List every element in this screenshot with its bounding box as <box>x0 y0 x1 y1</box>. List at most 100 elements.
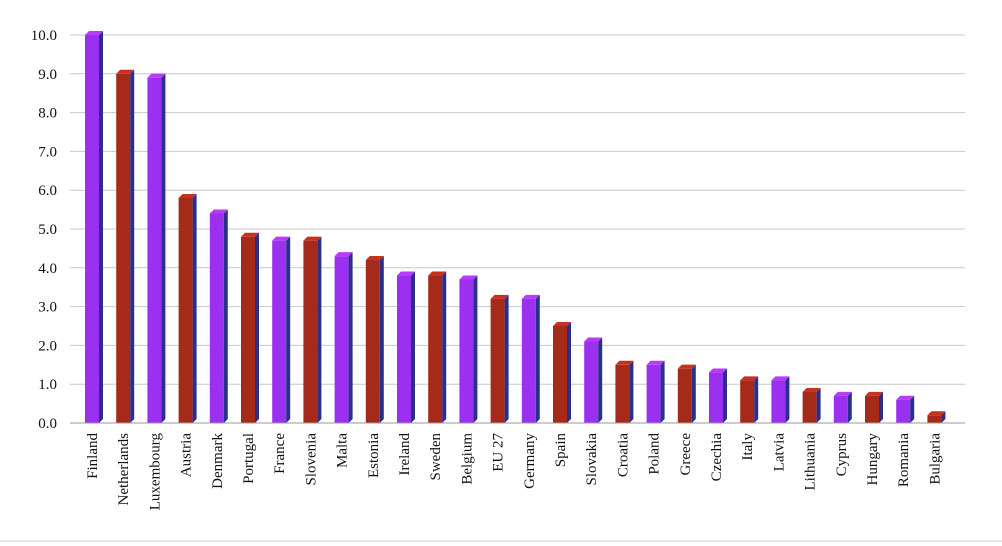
x-category-label: Italy <box>740 433 756 461</box>
bar-top-face <box>833 391 852 396</box>
bar-front-face <box>209 213 224 423</box>
bar <box>709 368 727 423</box>
bar <box>241 232 259 423</box>
bar-top-face <box>209 209 228 214</box>
bar-front-face <box>85 35 99 423</box>
bar-side-face <box>847 391 852 423</box>
bar-top-face <box>428 271 447 276</box>
y-tick-label: 5.0 <box>38 222 57 238</box>
bar-side-face <box>348 252 353 423</box>
bar-top-face <box>771 376 790 381</box>
bar <box>209 209 228 423</box>
gridlines <box>70 34 965 424</box>
x-category-label: Germany <box>522 433 538 489</box>
x-category-label: Poland <box>647 433 663 475</box>
bar-side-face <box>411 271 415 423</box>
bar-side-face <box>161 73 166 424</box>
bar <box>584 337 603 423</box>
bar-front-face <box>740 380 755 423</box>
y-tick-label: 6.0 <box>38 183 57 199</box>
bar-front-face <box>677 368 692 423</box>
x-category-label: Bulgaria <box>927 433 943 485</box>
bar-top-face <box>646 360 665 365</box>
x-category-label: Spain <box>553 433 569 468</box>
bar <box>147 73 166 424</box>
bar-side-face <box>223 209 228 423</box>
bar-side-face <box>473 275 478 423</box>
x-category-label: EU 27 <box>491 433 507 472</box>
bar <box>521 294 540 423</box>
bar <box>272 236 291 423</box>
bar-side-face <box>99 31 103 423</box>
bar-top-face <box>677 364 696 369</box>
bar-side-face <box>598 337 603 423</box>
bar <box>553 322 571 423</box>
bar <box>896 395 915 423</box>
bar-side-face <box>879 391 883 423</box>
bar-side-face <box>941 411 946 423</box>
bar-front-face <box>865 395 879 423</box>
bar <box>85 31 103 423</box>
bar <box>490 294 509 423</box>
bar-front-face <box>615 364 630 423</box>
bar <box>771 376 790 423</box>
bar-front-face <box>709 372 723 423</box>
bar-front-face <box>927 415 942 423</box>
bar-front-face <box>521 298 536 423</box>
x-category-label: Denmark <box>210 433 226 489</box>
y-axis-tick-labels: 0.0 1.0 2.0 3.0 4.0 5.0 6.0 7.0 8.0 9.0 10.0 <box>31 28 57 432</box>
bar-front-face <box>303 240 318 423</box>
x-category-label: Lithuania <box>803 433 819 491</box>
bar-front-face <box>428 275 443 423</box>
bar-side-face <box>442 271 447 423</box>
bar-top-face <box>490 294 509 299</box>
x-category-label: Ireland <box>397 433 413 476</box>
bar-front-face <box>365 260 380 423</box>
bar-front-face <box>490 298 505 423</box>
bar <box>833 391 852 423</box>
bar <box>116 69 135 424</box>
x-axis-category-labels: Finland Netherlands Luxembourg Austria Denma… <box>85 433 943 511</box>
bar-front-face <box>553 326 567 423</box>
bar-side-face <box>535 294 540 423</box>
y-tick-label: 4.0 <box>38 261 57 277</box>
bar-top-face <box>459 275 478 280</box>
bar <box>334 252 353 423</box>
x-category-label: Slovakia <box>584 433 600 486</box>
bar-front-face <box>178 197 193 423</box>
bar-top-face <box>584 337 603 342</box>
bar <box>459 275 478 423</box>
bar <box>865 391 883 423</box>
bar-top-face <box>303 236 322 241</box>
bar-side-face <box>567 322 571 423</box>
x-category-label: Romania <box>896 433 912 487</box>
bar <box>802 387 821 423</box>
bar-top-face <box>521 294 540 299</box>
x-category-label: Belgium <box>459 433 475 485</box>
x-category-label: France <box>272 433 288 474</box>
bar <box>677 364 696 423</box>
x-category-label: Finland <box>85 433 101 479</box>
x-category-label: Greece <box>678 433 694 476</box>
bar-top-face <box>740 376 759 381</box>
bar <box>428 271 447 423</box>
x-category-label: Cyprus <box>834 433 850 477</box>
bar-front-face <box>147 77 162 424</box>
bar-front-face <box>833 395 848 423</box>
bar-front-face <box>771 380 786 423</box>
x-category-label: Sweden <box>428 433 444 481</box>
bar-side-face <box>691 364 696 423</box>
bar-top-face <box>709 368 727 373</box>
bar-top-face <box>85 31 103 35</box>
bar <box>397 271 415 423</box>
bar-front-face <box>896 399 911 423</box>
bar <box>365 256 384 423</box>
y-tick-label: 9.0 <box>38 67 57 83</box>
bar <box>615 360 634 423</box>
bar-front-face <box>272 240 287 423</box>
bars <box>85 31 946 424</box>
x-category-label: Latvia <box>771 433 787 472</box>
y-tick-label: 7.0 <box>38 144 57 160</box>
y-tick-label: 2.0 <box>38 338 57 354</box>
x-category-label: Hungary <box>865 433 881 486</box>
